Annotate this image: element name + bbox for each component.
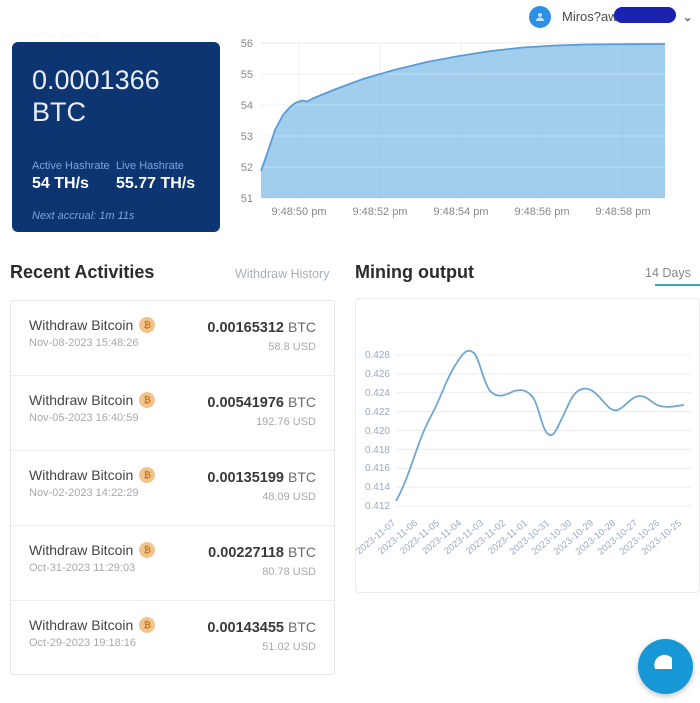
svg-text:9:48:52 pm: 9:48:52 pm — [352, 206, 407, 218]
svg-text:0.420: 0.420 — [365, 426, 390, 437]
svg-text:0.422: 0.422 — [365, 407, 390, 418]
svg-text:51: 51 — [241, 193, 253, 205]
svg-text:0.416: 0.416 — [365, 463, 390, 474]
svg-text:55: 55 — [241, 69, 253, 81]
svg-text:9:48:54 pm: 9:48:54 pm — [433, 206, 488, 218]
svg-text:0.426: 0.426 — [365, 369, 390, 380]
svg-text:56: 56 — [241, 38, 253, 50]
svg-text:9:48:56 pm: 9:48:56 pm — [514, 206, 569, 218]
svg-text:0.424: 0.424 — [365, 388, 390, 399]
svg-text:53: 53 — [241, 131, 253, 143]
svg-text:0.414: 0.414 — [365, 482, 390, 493]
svg-text:54: 54 — [241, 100, 253, 112]
svg-text:0.418: 0.418 — [365, 445, 390, 456]
svg-text:52: 52 — [241, 162, 253, 174]
svg-text:0.428: 0.428 — [365, 350, 390, 361]
svg-text:0.412: 0.412 — [365, 501, 390, 512]
svg-text:9:48:58 pm: 9:48:58 pm — [595, 206, 650, 218]
svg-text:9:48:50 pm: 9:48:50 pm — [271, 206, 326, 218]
